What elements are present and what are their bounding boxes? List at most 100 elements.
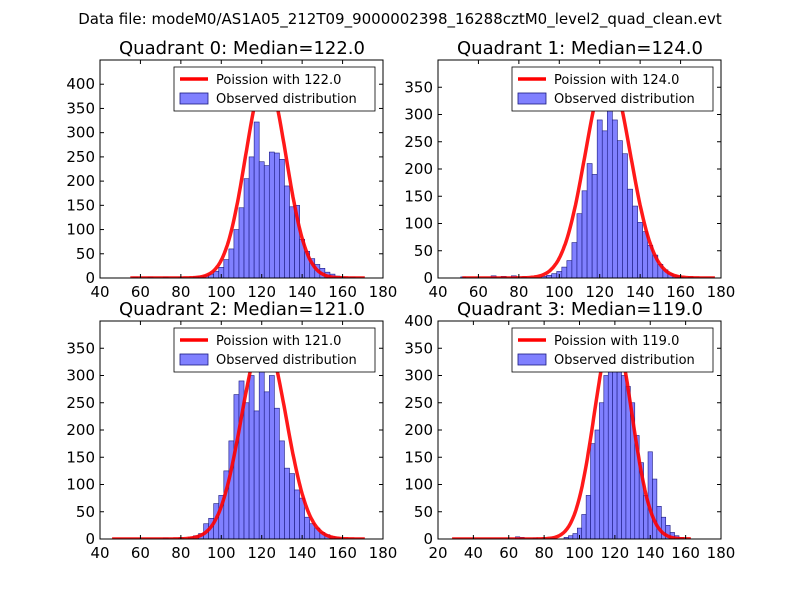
histogram-bar [274, 407, 280, 539]
x-tick-label: 40 [464, 544, 483, 562]
histogram-bar [263, 391, 270, 539]
histogram-bars [132, 121, 356, 278]
histogram-bar [274, 152, 280, 278]
x-tick-label: 80 [171, 544, 190, 562]
x-tick-label: 180 [369, 283, 398, 301]
legend-hist-label: Observed distribution [554, 92, 695, 107]
histogram-bar [279, 159, 285, 278]
histogram-bar [223, 259, 230, 278]
legend-hist-swatch [517, 353, 547, 366]
y-tick-label: 100 [66, 221, 95, 239]
y-tick-label: 300 [404, 106, 433, 124]
y-tick-label: 0 [85, 269, 95, 287]
legend-hist-swatch [517, 92, 547, 105]
histogram-bar [253, 121, 260, 278]
histogram-bar [268, 375, 275, 539]
histogram-bar [258, 161, 265, 278]
histogram-bar [637, 222, 643, 278]
quadrant-3-title: Quadrant 3: Median=119.0 [457, 299, 703, 320]
y-tick-label: 50 [414, 503, 433, 521]
legend: Poission with 121.0 Observed distribution [173, 327, 376, 373]
poisson-curve [112, 335, 365, 539]
histogram-bar [243, 402, 250, 539]
y-tick-label: 0 [85, 530, 95, 548]
histogram-bar [601, 130, 608, 278]
legend-box [173, 66, 376, 112]
histogram-bar [233, 229, 240, 278]
legend-hist-swatch [179, 353, 209, 366]
histogram-bar [294, 489, 300, 539]
x-tick-label: 100 [565, 544, 594, 562]
quadrant-0-title: Quadrant 0: Median=122.0 [119, 38, 365, 59]
x-tick-label: 60 [469, 283, 488, 301]
x-tick-label: 120 [247, 544, 276, 562]
legend-hist-swatch [179, 92, 209, 105]
histogram-bars [162, 364, 341, 539]
y-tick-label: 50 [76, 503, 95, 521]
histogram-bar [248, 375, 255, 539]
quadrant-2-plot: Quadrant 2: Median=121.0 40 60 80 100 120 140… [66, 299, 397, 562]
y-tick-label: 200 [66, 421, 95, 439]
histogram-bar [248, 156, 255, 278]
x-tick-label: 140 [626, 283, 655, 301]
legend-line-label: Poission with 121.0 [216, 334, 341, 349]
y-tick-label: 100 [66, 476, 95, 494]
histogram-bar [284, 467, 290, 539]
x-tick-label: 160 [328, 544, 357, 562]
histogram-bar [606, 84, 613, 278]
y-tick-label: 350 [404, 78, 433, 96]
y-tick-label: 150 [404, 448, 433, 466]
y-tick-label: 100 [404, 476, 433, 494]
legend-hist-label: Observed distribution [554, 353, 695, 368]
x-tick-label: 100 [207, 283, 236, 301]
y-tick-label: 0 [423, 269, 433, 287]
histogram-bar [551, 273, 558, 278]
poisson-curve [452, 330, 691, 539]
histogram-bar [612, 364, 618, 539]
histogram-bar [590, 443, 596, 539]
x-tick-label: 120 [601, 544, 630, 562]
histogram-bar [591, 174, 598, 278]
x-tick-label: 80 [535, 544, 554, 562]
x-tick-label: 60 [499, 544, 518, 562]
x-tick-label: 180 [707, 283, 736, 301]
histogram-bar [621, 375, 627, 539]
x-tick-label: 180 [707, 544, 736, 562]
histogram-bar [284, 185, 290, 278]
histogram-bar [253, 410, 260, 539]
histogram-bar [263, 165, 270, 278]
legend: Poission with 119.0 Observed distribution [511, 327, 714, 373]
x-tick-label: 80 [171, 283, 190, 301]
histogram-bar [596, 119, 603, 278]
x-tick-label: 140 [636, 544, 665, 562]
y-tick-label: 150 [66, 196, 95, 214]
x-tick-label: 40 [90, 283, 109, 301]
y-tick-label: 100 [404, 215, 433, 233]
histogram-bar [243, 178, 250, 278]
legend-line-label: Poission with 124.0 [554, 73, 679, 88]
histogram-bar [607, 347, 613, 539]
histogram-bar [627, 188, 633, 278]
y-tick-label: 50 [76, 245, 95, 263]
histogram-bar [268, 151, 275, 278]
poisson-curve [130, 75, 365, 278]
y-tick-label: 200 [404, 160, 433, 178]
figure-suptitle: Data file: modeM0/AS1A05_212T09_90000023… [78, 10, 722, 29]
x-tick-label: 60 [131, 544, 150, 562]
quadrant-1-title: Quadrant 1: Median=124.0 [457, 38, 703, 59]
histogram-bar [632, 205, 638, 278]
histogram-bar [652, 478, 658, 539]
histogram-bar [612, 119, 618, 278]
histogram-bar [594, 429, 600, 539]
axes-frame [99, 59, 384, 279]
histogram-bar [238, 207, 245, 278]
y-tick-label: 400 [404, 312, 433, 330]
y-tick-label: 350 [66, 339, 95, 357]
y-tick-label: 200 [66, 172, 95, 190]
y-tick-label: 150 [66, 448, 95, 466]
legend-box [173, 327, 376, 373]
y-tick-label: 250 [404, 133, 433, 151]
x-tick-label: 60 [131, 283, 150, 301]
histogram-bar [585, 495, 591, 539]
